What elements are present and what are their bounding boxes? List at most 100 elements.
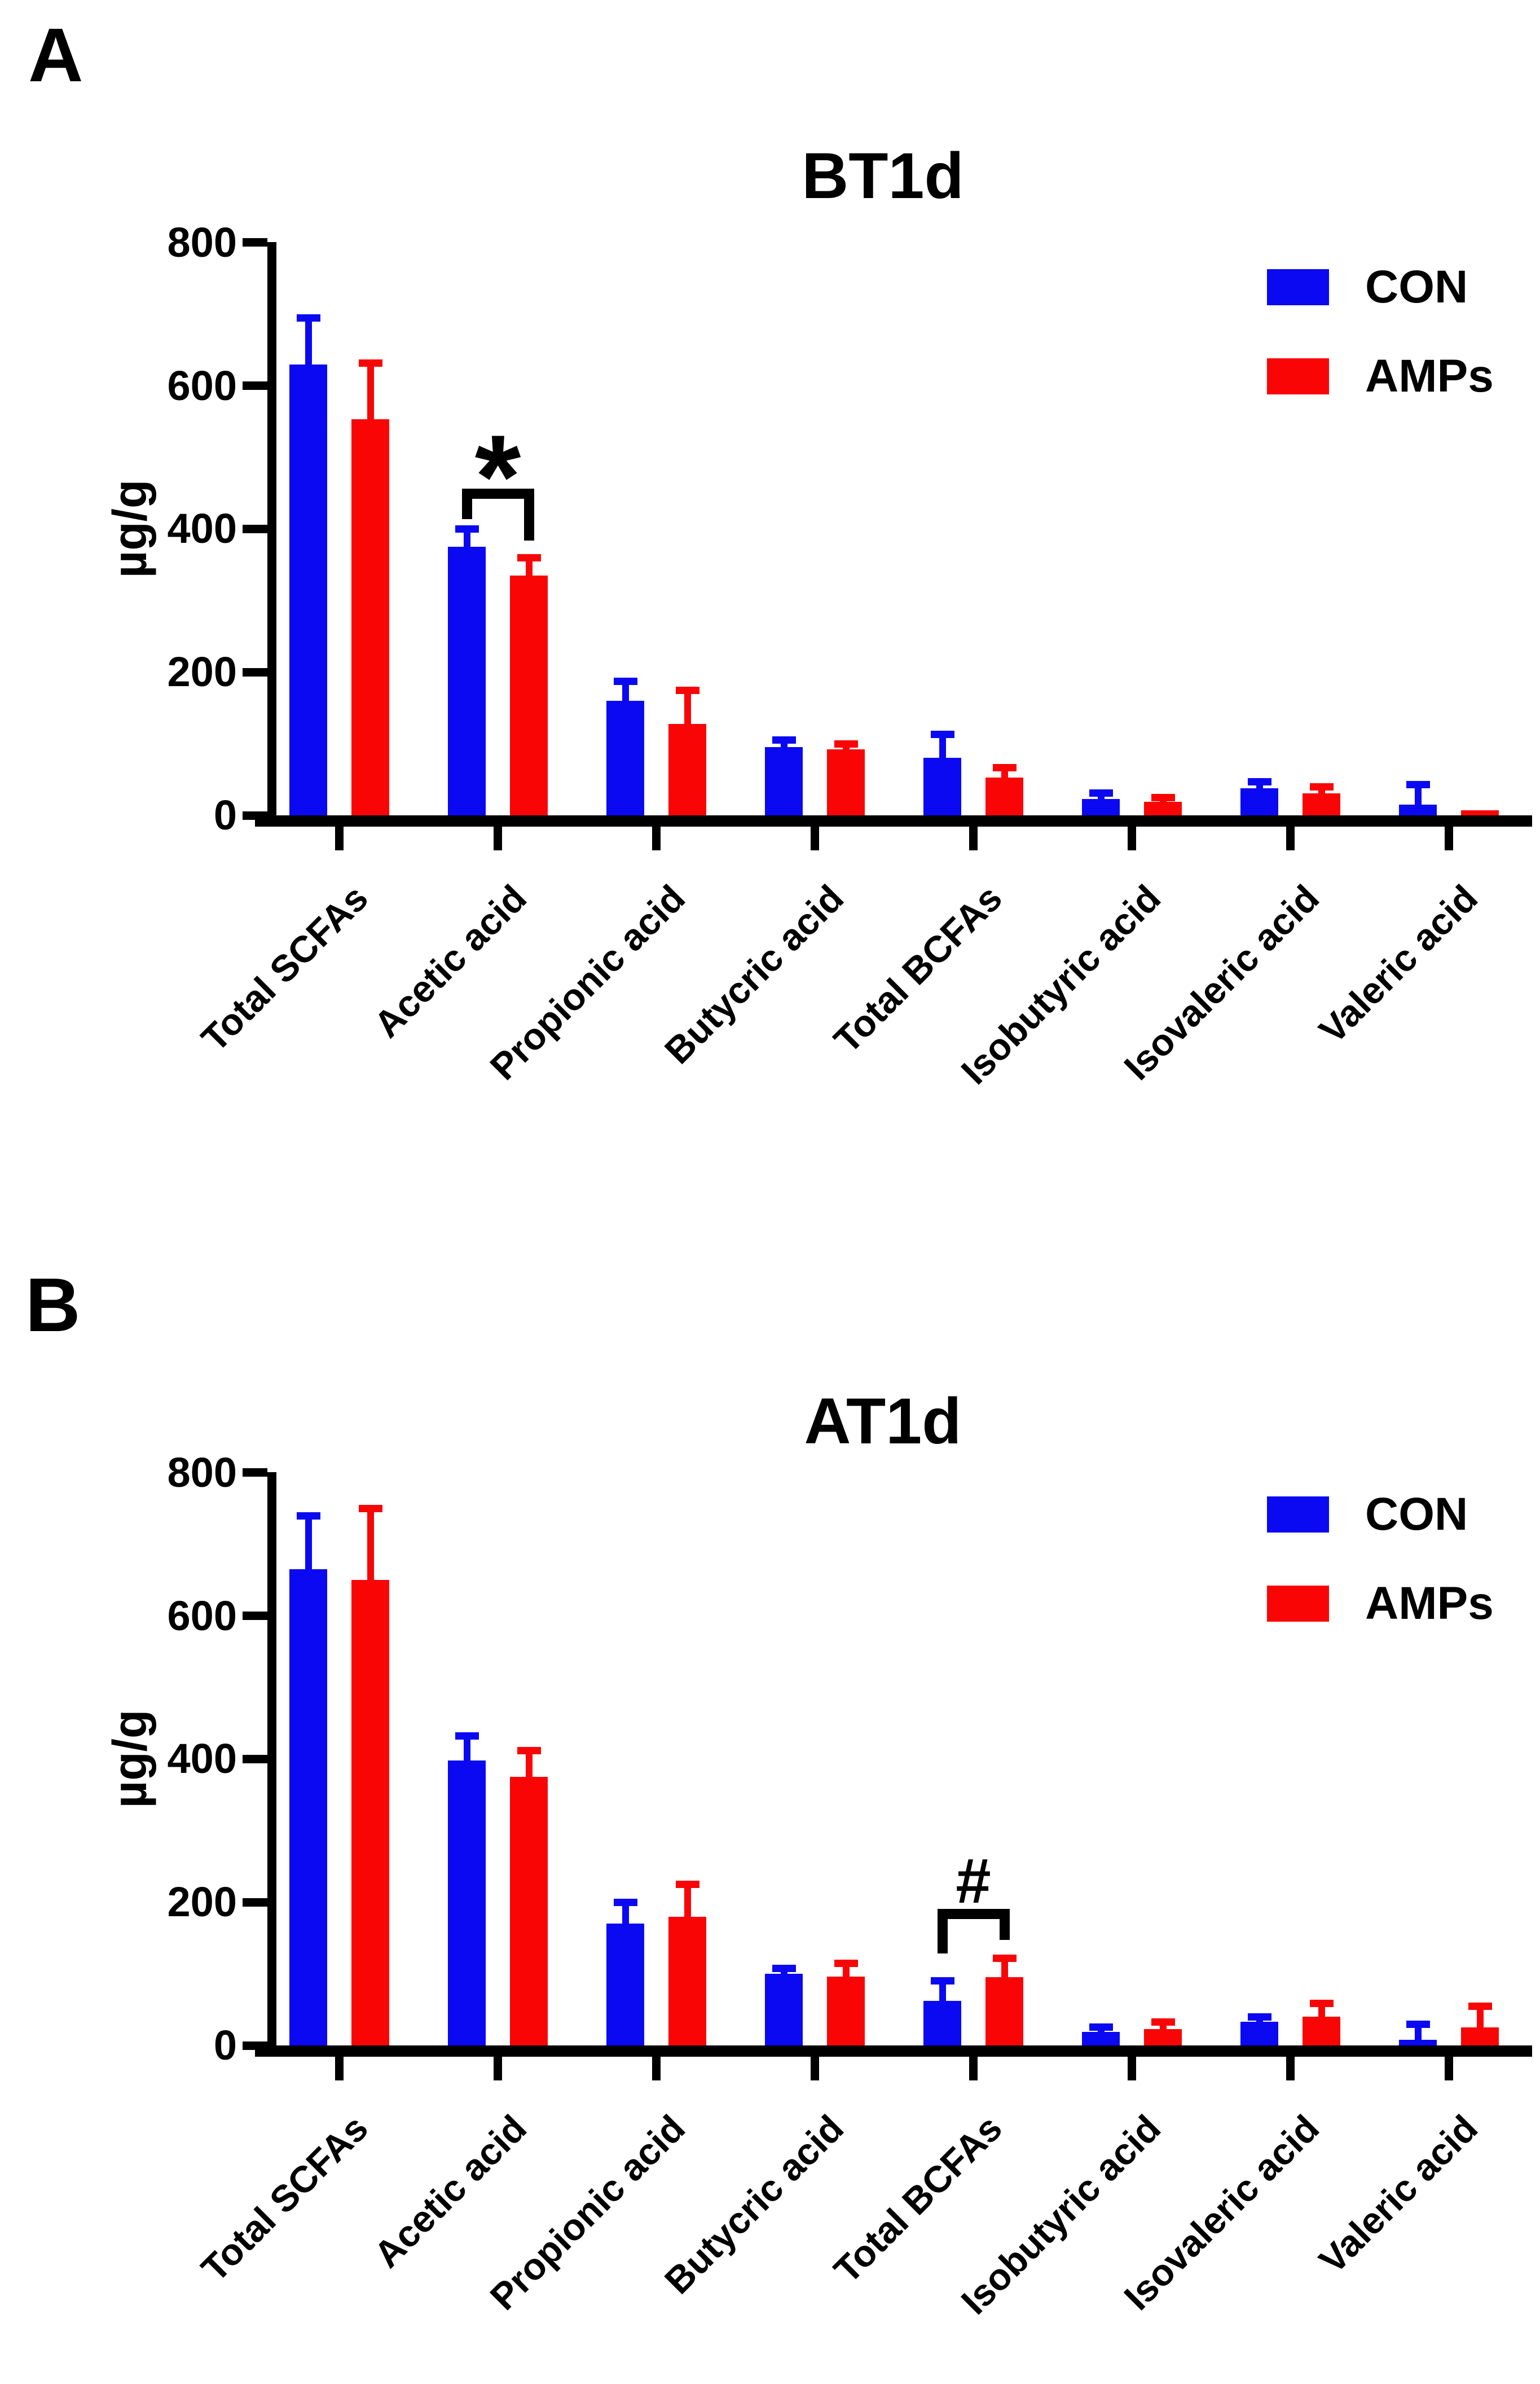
error-cap-amps-2	[675, 1881, 699, 1889]
legend-swatch-amps	[1267, 1586, 1329, 1622]
error-cap-amps-0	[358, 1504, 382, 1512]
error-cap-con-2	[613, 678, 637, 686]
error-cap-con-0	[296, 1512, 320, 1520]
sig-bracket-right-leg	[999, 1909, 1010, 1940]
y-tick-200	[243, 668, 267, 677]
x-label-isovaleric-acid: Isovaleric acid	[1115, 876, 1327, 1088]
sig-bracket-left-leg	[937, 1909, 948, 1953]
bar-amps-6	[1303, 2017, 1340, 2045]
x-label-isobutyric-acid: Isobutyric acid	[952, 2106, 1168, 2322]
legend-label-amps: AMPs	[1365, 350, 1494, 402]
error-cap-con-5	[1089, 2023, 1113, 2031]
y-axis-label: µg/g	[103, 1709, 156, 1808]
legend-swatch-amps	[1267, 358, 1329, 394]
bar-con-6	[1240, 788, 1278, 815]
x-axis-line	[255, 2045, 1532, 2057]
bar-amps-5	[1144, 801, 1182, 815]
y-tick-800	[243, 238, 267, 247]
y-tick-label-600: 600	[167, 362, 237, 409]
y-tick-400	[243, 1754, 267, 1763]
y-tick-0	[243, 2041, 267, 2050]
x-label-total-scfas: Total SCFAs	[192, 2106, 376, 2290]
y-tick-label-800: 800	[167, 1448, 237, 1496]
error-cap-amps-4	[992, 763, 1017, 771]
bar-con-5	[1082, 2031, 1120, 2045]
x-label-acetic-acid: Acetic acid	[365, 2106, 534, 2276]
error-cap-con-1	[455, 525, 479, 533]
error-stem-amps-0	[367, 359, 374, 420]
x-label-acetic-acid: Acetic acid	[365, 876, 534, 1046]
x-label-valeric-acid: Valeric acid	[1310, 2106, 1485, 2282]
error-cap-amps-6	[1309, 783, 1334, 791]
x-label-butycric-acid: Butycric acid	[656, 2106, 851, 2302]
error-cap-amps-7	[1468, 2002, 1492, 2010]
bar-con-1	[448, 1760, 486, 2045]
x-tick-3	[811, 2057, 819, 2080]
bar-amps-3	[827, 1977, 865, 2045]
bar-amps-2	[668, 723, 706, 815]
x-tick-4	[969, 2057, 978, 2080]
x-label-isovaleric-acid: Isovaleric acid	[1115, 2106, 1327, 2318]
error-stem-amps-2	[684, 686, 691, 724]
error-cap-con-1	[455, 1732, 479, 1740]
significance-hash: #	[956, 1846, 991, 1916]
y-axis-label: µg/g	[103, 479, 156, 578]
error-cap-amps-5	[1151, 2018, 1175, 2026]
x-tick-5	[1128, 827, 1136, 850]
sig-bracket-bar	[937, 1909, 1010, 1919]
legend-swatch-con	[1267, 269, 1329, 305]
x-tick-2	[652, 827, 661, 850]
error-cap-amps-1	[517, 1746, 541, 1754]
y-tick-600	[243, 1612, 267, 1621]
error-cap-amps-5	[1151, 793, 1175, 801]
bar-con-7	[1399, 2039, 1437, 2045]
error-cap-con-5	[1089, 789, 1113, 797]
legend-label-con: CON	[1365, 1489, 1468, 1540]
chart-title-BT1d: BT1d	[802, 140, 964, 212]
error-cap-amps-0	[358, 359, 382, 367]
bar-con-2	[606, 1924, 644, 2045]
x-label-total-bcfas: Total BCFAs	[825, 2106, 1010, 2291]
y-tick-label-0: 0	[213, 2022, 237, 2069]
bar-con-1	[448, 547, 486, 815]
sig-bracket-left-leg	[461, 489, 472, 519]
bar-amps-0	[351, 419, 389, 815]
y-tick-0	[243, 811, 267, 820]
x-tick-2	[652, 2057, 661, 2080]
y-tick-600	[243, 381, 267, 390]
x-tick-5	[1128, 2057, 1136, 2080]
bar-amps-3	[827, 749, 865, 815]
error-cap-amps-1	[517, 554, 541, 561]
x-tick-6	[1286, 2057, 1295, 2080]
x-tick-3	[811, 827, 819, 850]
bar-con-4	[923, 758, 961, 815]
y-tick-label-800: 800	[167, 218, 237, 266]
bar-amps-6	[1303, 793, 1340, 815]
error-cap-amps-3	[834, 740, 858, 748]
legend-label-con: CON	[1365, 261, 1468, 313]
x-tick-0	[335, 827, 344, 850]
x-tick-1	[494, 2057, 502, 2080]
error-stem-con-0	[305, 1512, 312, 1570]
x-tick-0	[335, 2057, 344, 2080]
y-tick-label-200: 200	[167, 1878, 237, 1926]
y-tick-200	[243, 1898, 267, 1907]
bar-amps-4	[985, 777, 1023, 815]
legend-swatch-con	[1267, 1496, 1329, 1533]
error-cap-con-7	[1406, 781, 1430, 789]
x-label-butycric-acid: Butycric acid	[656, 876, 851, 1072]
x-tick-7	[1445, 2057, 1453, 2080]
bar-con-6	[1240, 2022, 1278, 2045]
error-cap-con-4	[930, 731, 954, 739]
bar-con-3	[765, 1974, 803, 2045]
y-axis-line	[267, 242, 276, 827]
x-label-propionic-acid: Propionic acid	[481, 876, 693, 1088]
x-label-total-bcfas: Total BCFAs	[825, 876, 1010, 1061]
panel-letter-B: B	[25, 1262, 81, 1347]
y-tick-label-0: 0	[213, 792, 237, 838]
y-tick-label-400: 400	[167, 1735, 237, 1782]
x-tick-1	[494, 827, 502, 850]
bar-amps-5	[1144, 2029, 1182, 2045]
legend-label-amps: AMPs	[1365, 1578, 1494, 1629]
